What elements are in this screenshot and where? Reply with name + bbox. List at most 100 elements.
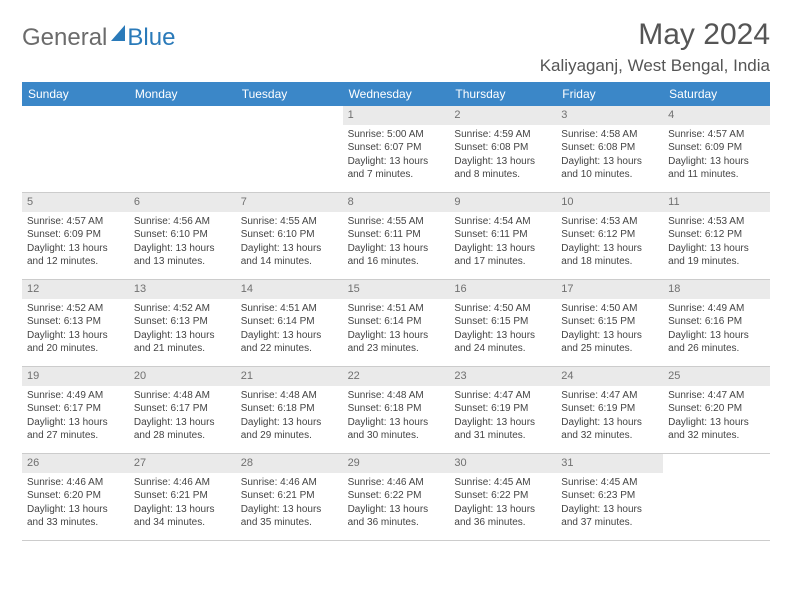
sunrise-text: Sunrise: 4:51 AM — [348, 302, 445, 316]
day-number: 7 — [236, 193, 343, 212]
header-thursday: Thursday — [449, 82, 556, 106]
title-block: May 2024 Kaliyaganj, West Bengal, India — [540, 18, 770, 76]
day-number: 16 — [449, 280, 556, 299]
day-cell: 18Sunrise: 4:49 AMSunset: 6:16 PMDayligh… — [663, 280, 770, 366]
sunrise-text: Sunrise: 4:48 AM — [348, 389, 445, 403]
sunset-text: Sunset: 6:19 PM — [561, 402, 658, 416]
sunrise-text: Sunrise: 4:52 AM — [27, 302, 124, 316]
daylight-text: Daylight: 13 hours and 14 minutes. — [241, 242, 338, 269]
day-cell: 22Sunrise: 4:48 AMSunset: 6:18 PMDayligh… — [343, 367, 450, 453]
sunrise-text: Sunrise: 4:45 AM — [454, 476, 551, 490]
day-cell: 11Sunrise: 4:53 AMSunset: 6:12 PMDayligh… — [663, 193, 770, 279]
daylight-text: Daylight: 13 hours and 29 minutes. — [241, 416, 338, 443]
daylight-text: Daylight: 13 hours and 36 minutes. — [348, 503, 445, 530]
day-number: 14 — [236, 280, 343, 299]
daylight-text: Daylight: 13 hours and 22 minutes. — [241, 329, 338, 356]
sunset-text: Sunset: 6:08 PM — [454, 141, 551, 155]
day-cell: 19Sunrise: 4:49 AMSunset: 6:17 PMDayligh… — [22, 367, 129, 453]
sunrise-text: Sunrise: 4:57 AM — [27, 215, 124, 229]
sunrise-text: Sunrise: 4:55 AM — [241, 215, 338, 229]
sunset-text: Sunset: 6:17 PM — [27, 402, 124, 416]
day-number: 30 — [449, 454, 556, 473]
sunrise-text: Sunrise: 4:46 AM — [27, 476, 124, 490]
day-cell: 10Sunrise: 4:53 AMSunset: 6:12 PMDayligh… — [556, 193, 663, 279]
day-cell: 15Sunrise: 4:51 AMSunset: 6:14 PMDayligh… — [343, 280, 450, 366]
daylight-text: Daylight: 13 hours and 24 minutes. — [454, 329, 551, 356]
brand-logo: General Blue — [22, 18, 175, 52]
day-cell: 30Sunrise: 4:45 AMSunset: 6:22 PMDayligh… — [449, 454, 556, 540]
sunset-text: Sunset: 6:14 PM — [348, 315, 445, 329]
sunrise-text: Sunrise: 4:46 AM — [134, 476, 231, 490]
sunrise-text: Sunrise: 4:48 AM — [241, 389, 338, 403]
sunrise-text: Sunrise: 4:49 AM — [668, 302, 765, 316]
day-cell: 13Sunrise: 4:52 AMSunset: 6:13 PMDayligh… — [129, 280, 236, 366]
sunrise-text: Sunrise: 4:58 AM — [561, 128, 658, 142]
daylight-text: Daylight: 13 hours and 36 minutes. — [454, 503, 551, 530]
sunrise-text: Sunrise: 4:51 AM — [241, 302, 338, 316]
day-number: 31 — [556, 454, 663, 473]
week-row: 26Sunrise: 4:46 AMSunset: 6:20 PMDayligh… — [22, 454, 770, 541]
sunset-text: Sunset: 6:15 PM — [561, 315, 658, 329]
sunrise-text: Sunrise: 4:59 AM — [454, 128, 551, 142]
sunset-text: Sunset: 6:09 PM — [27, 228, 124, 242]
daylight-text: Daylight: 13 hours and 16 minutes. — [348, 242, 445, 269]
sunset-text: Sunset: 6:20 PM — [27, 489, 124, 503]
daylight-text: Daylight: 13 hours and 33 minutes. — [27, 503, 124, 530]
day-cell: 9Sunrise: 4:54 AMSunset: 6:11 PMDaylight… — [449, 193, 556, 279]
weekday-header: Sunday Monday Tuesday Wednesday Thursday… — [22, 82, 770, 106]
day-number: 20 — [129, 367, 236, 386]
daylight-text: Daylight: 13 hours and 32 minutes. — [561, 416, 658, 443]
daylight-text: Daylight: 13 hours and 32 minutes. — [668, 416, 765, 443]
day-number: 12 — [22, 280, 129, 299]
sunrise-text: Sunrise: 4:48 AM — [134, 389, 231, 403]
sunrise-text: Sunrise: 4:57 AM — [668, 128, 765, 142]
weeks-container: ...1Sunrise: 5:00 AMSunset: 6:07 PMDayli… — [22, 106, 770, 541]
sunset-text: Sunset: 6:19 PM — [454, 402, 551, 416]
month-title: May 2024 — [540, 18, 770, 52]
header: General Blue May 2024 Kaliyaganj, West B… — [22, 18, 770, 76]
daylight-text: Daylight: 13 hours and 19 minutes. — [668, 242, 765, 269]
sunset-text: Sunset: 6:14 PM — [241, 315, 338, 329]
day-number: 11 — [663, 193, 770, 212]
week-row: ...1Sunrise: 5:00 AMSunset: 6:07 PMDayli… — [22, 106, 770, 193]
sunset-text: Sunset: 6:09 PM — [668, 141, 765, 155]
day-cell: 23Sunrise: 4:47 AMSunset: 6:19 PMDayligh… — [449, 367, 556, 453]
sunset-text: Sunset: 6:20 PM — [668, 402, 765, 416]
sunrise-text: Sunrise: 4:49 AM — [27, 389, 124, 403]
sunrise-text: Sunrise: 4:46 AM — [241, 476, 338, 490]
sunset-text: Sunset: 6:22 PM — [348, 489, 445, 503]
day-cell: 7Sunrise: 4:55 AMSunset: 6:10 PMDaylight… — [236, 193, 343, 279]
week-row: 5Sunrise: 4:57 AMSunset: 6:09 PMDaylight… — [22, 193, 770, 280]
day-cell: 31Sunrise: 4:45 AMSunset: 6:23 PMDayligh… — [556, 454, 663, 540]
sunrise-text: Sunrise: 4:52 AM — [134, 302, 231, 316]
day-number: 27 — [129, 454, 236, 473]
day-cell: 8Sunrise: 4:55 AMSunset: 6:11 PMDaylight… — [343, 193, 450, 279]
day-cell: 27Sunrise: 4:46 AMSunset: 6:21 PMDayligh… — [129, 454, 236, 540]
daylight-text: Daylight: 13 hours and 20 minutes. — [27, 329, 124, 356]
calendar: Sunday Monday Tuesday Wednesday Thursday… — [22, 82, 770, 541]
day-cell: 6Sunrise: 4:56 AMSunset: 6:10 PMDaylight… — [129, 193, 236, 279]
sunrise-text: Sunrise: 4:47 AM — [454, 389, 551, 403]
daylight-text: Daylight: 13 hours and 10 minutes. — [561, 155, 658, 182]
sunset-text: Sunset: 6:15 PM — [454, 315, 551, 329]
sunrise-text: Sunrise: 4:53 AM — [561, 215, 658, 229]
day-number: 29 — [343, 454, 450, 473]
day-cell: 24Sunrise: 4:47 AMSunset: 6:19 PMDayligh… — [556, 367, 663, 453]
daylight-text: Daylight: 13 hours and 25 minutes. — [561, 329, 658, 356]
day-cell: . — [236, 106, 343, 192]
day-number: 9 — [449, 193, 556, 212]
day-cell: 12Sunrise: 4:52 AMSunset: 6:13 PMDayligh… — [22, 280, 129, 366]
sunrise-text: Sunrise: 4:50 AM — [454, 302, 551, 316]
header-monday: Monday — [129, 82, 236, 106]
day-number: 17 — [556, 280, 663, 299]
day-cell: 3Sunrise: 4:58 AMSunset: 6:08 PMDaylight… — [556, 106, 663, 192]
sunset-text: Sunset: 6:10 PM — [134, 228, 231, 242]
day-number: 26 — [22, 454, 129, 473]
sunset-text: Sunset: 6:21 PM — [134, 489, 231, 503]
daylight-text: Daylight: 13 hours and 35 minutes. — [241, 503, 338, 530]
sunrise-text: Sunrise: 4:56 AM — [134, 215, 231, 229]
sunset-text: Sunset: 6:08 PM — [561, 141, 658, 155]
daylight-text: Daylight: 13 hours and 12 minutes. — [27, 242, 124, 269]
day-number: 15 — [343, 280, 450, 299]
day-cell: 16 Sunrise: 4:50 AMSunset: 6:15 PMDayligh… — [449, 280, 556, 366]
